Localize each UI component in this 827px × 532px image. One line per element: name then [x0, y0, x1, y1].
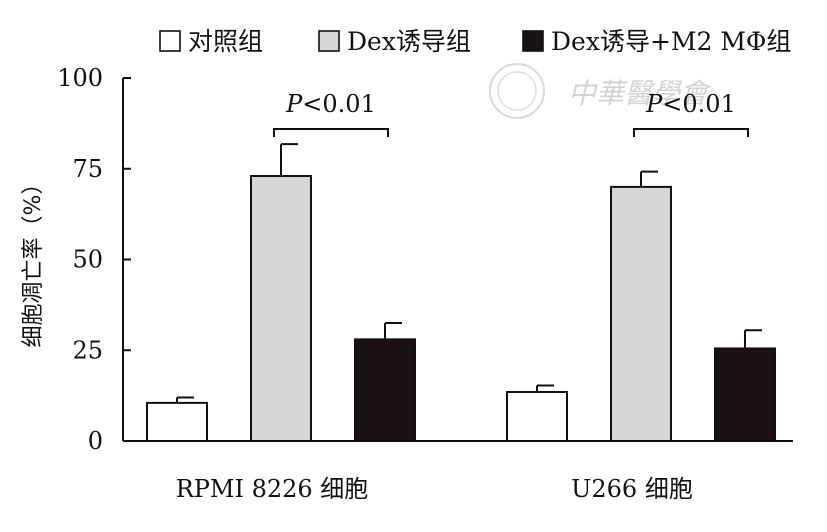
legend-label: Dex诱导组: [347, 27, 471, 56]
y-tick-label: 50: [72, 246, 103, 274]
significance-bracket: [633, 128, 749, 137]
bars: [146, 175, 776, 443]
watermark-seal-inner-icon: [497, 71, 537, 111]
p-value-label: P<0.01: [285, 90, 376, 118]
p-value-threshold: <0.01: [302, 90, 376, 118]
x-tick-label: U266 细胞: [571, 475, 693, 503]
bar: [506, 390, 568, 442]
legend-swatch: [159, 30, 181, 52]
y-ticks: 0 25 50 75 100: [57, 64, 131, 455]
x-tick-labels: RPMI 8226 细胞 U266 细胞: [176, 475, 693, 503]
y-tick-label: 0: [88, 427, 103, 455]
y-axis-label: 细胞凋亡率（%）: [21, 173, 46, 348]
bar: [610, 185, 672, 442]
bar: [146, 401, 208, 443]
error-bars: [176, 143, 762, 403]
legend-label: 对照组: [188, 27, 263, 56]
p-value-symbol: P: [285, 90, 303, 118]
axes: [122, 78, 793, 442]
bar: [714, 347, 776, 442]
y-tick-label: 25: [72, 336, 103, 364]
significance-bracket: [273, 128, 389, 137]
bar: [354, 338, 416, 442]
legend: 对照组 Dex诱导组 Dex诱导+M2 MΦ组: [159, 27, 791, 56]
x-tick-label: RPMI 8226 细胞: [176, 475, 369, 503]
p-value-threshold: <0.01: [662, 90, 736, 118]
significance-annotations: P<0.01 P<0.01: [273, 90, 749, 137]
watermark: 中華醫學會: [489, 63, 712, 119]
y-tick-label: 100: [57, 64, 103, 92]
p-value-symbol: P: [645, 90, 663, 118]
y-tick-label: 75: [72, 155, 103, 183]
legend-swatch: [318, 30, 340, 52]
legend-swatch: [522, 30, 544, 52]
watermark-text: 中華醫學會: [568, 77, 712, 110]
p-value-label: P<0.01: [645, 90, 736, 118]
watermark-seal-icon: [489, 63, 545, 119]
bar: [250, 175, 312, 442]
legend-label: Dex诱导+M2 MΦ组: [551, 27, 791, 56]
